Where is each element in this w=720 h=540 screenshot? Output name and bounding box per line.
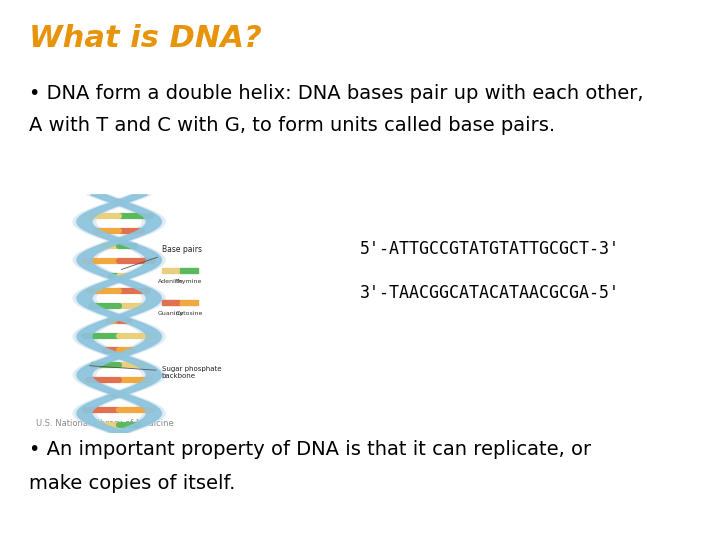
Text: What is DNA?: What is DNA? [29,24,261,53]
Bar [180,300,198,305]
Text: 5'-ATTGCCGTATGTATTGCGCT-3': 5'-ATTGCCGTATGTATTGCGCT-3' [360,240,620,258]
Bar [161,268,180,273]
Text: Guanine: Guanine [158,311,184,316]
Text: Thymine: Thymine [176,279,203,284]
Text: Sugar phosphate
backbone: Sugar phosphate backbone [89,366,221,379]
Text: • An important property of DNA is that it can replicate, or: • An important property of DNA is that i… [29,440,591,459]
Text: make copies of itself.: make copies of itself. [29,474,235,493]
Text: Cytosine: Cytosine [176,311,203,316]
Text: U.S. National Library of Medicine: U.S. National Library of Medicine [36,418,174,428]
Text: Base pairs: Base pairs [121,245,202,269]
Text: A with T and C with G, to form units called base pairs.: A with T and C with G, to form units cal… [29,116,555,135]
Bar [180,268,198,273]
Text: Adenine: Adenine [158,279,184,284]
Text: 3'-TAACGGCATACATAACGCGA-5': 3'-TAACGGCATACATAACGCGA-5' [360,284,620,301]
Bar [161,300,180,305]
Text: • DNA form a double helix: DNA bases pair up with each other,: • DNA form a double helix: DNA bases pai… [29,84,643,103]
